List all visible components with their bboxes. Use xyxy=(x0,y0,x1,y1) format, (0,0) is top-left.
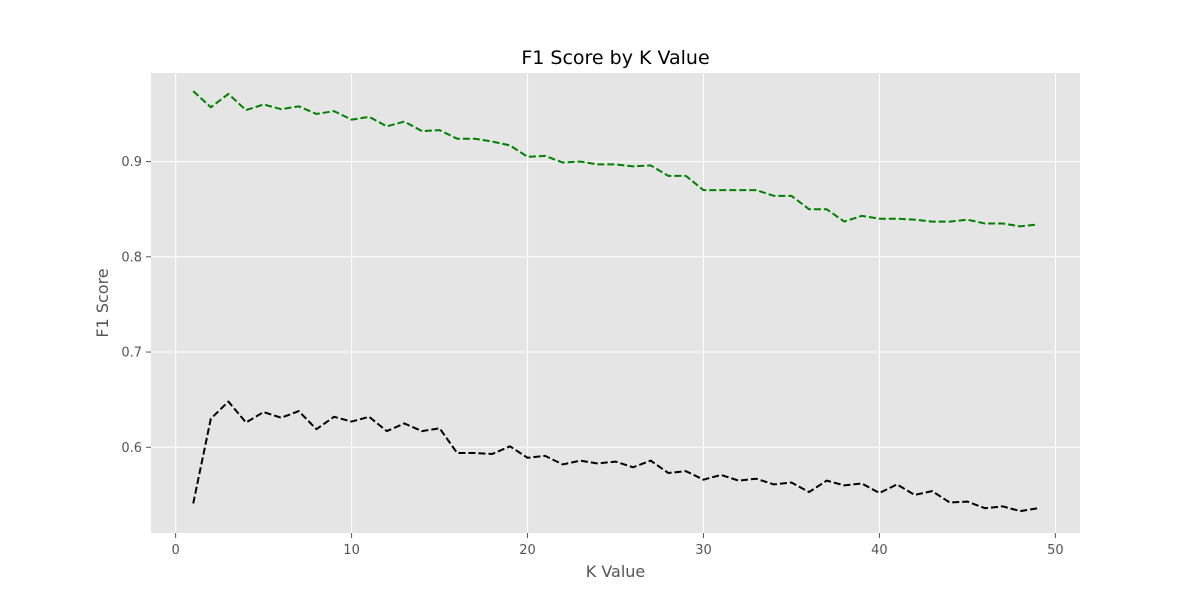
plot-area xyxy=(151,73,1080,533)
x-tick-label: 50 xyxy=(1047,543,1064,558)
y-tick-label: 0.7 xyxy=(121,346,142,361)
y-tick-label: 0.8 xyxy=(121,250,142,265)
x-tick-label: 0 xyxy=(171,543,179,558)
y-axis-ticks: 0.6 0.7 0.8 0.9 xyxy=(121,155,151,456)
series-line-1 xyxy=(192,90,1038,228)
x-axis-ticks: 0 10 20 30 40 50 xyxy=(171,533,1064,558)
chart-title: F1 Score by K Value xyxy=(521,47,709,69)
series-lines xyxy=(192,90,1038,513)
x-tick-label: 30 xyxy=(695,543,712,558)
series-line-2 xyxy=(192,400,1038,513)
x-tick-label: 20 xyxy=(519,543,536,558)
x-tick-label: 10 xyxy=(343,543,360,558)
y-axis-label: F1 Score xyxy=(93,268,112,337)
y-tick-label: 0.9 xyxy=(121,155,142,170)
x-tick-label: 40 xyxy=(871,543,888,558)
y-tick-label: 0.6 xyxy=(121,441,142,456)
x-axis-label: K Value xyxy=(586,562,646,581)
gridlines xyxy=(151,73,1080,533)
